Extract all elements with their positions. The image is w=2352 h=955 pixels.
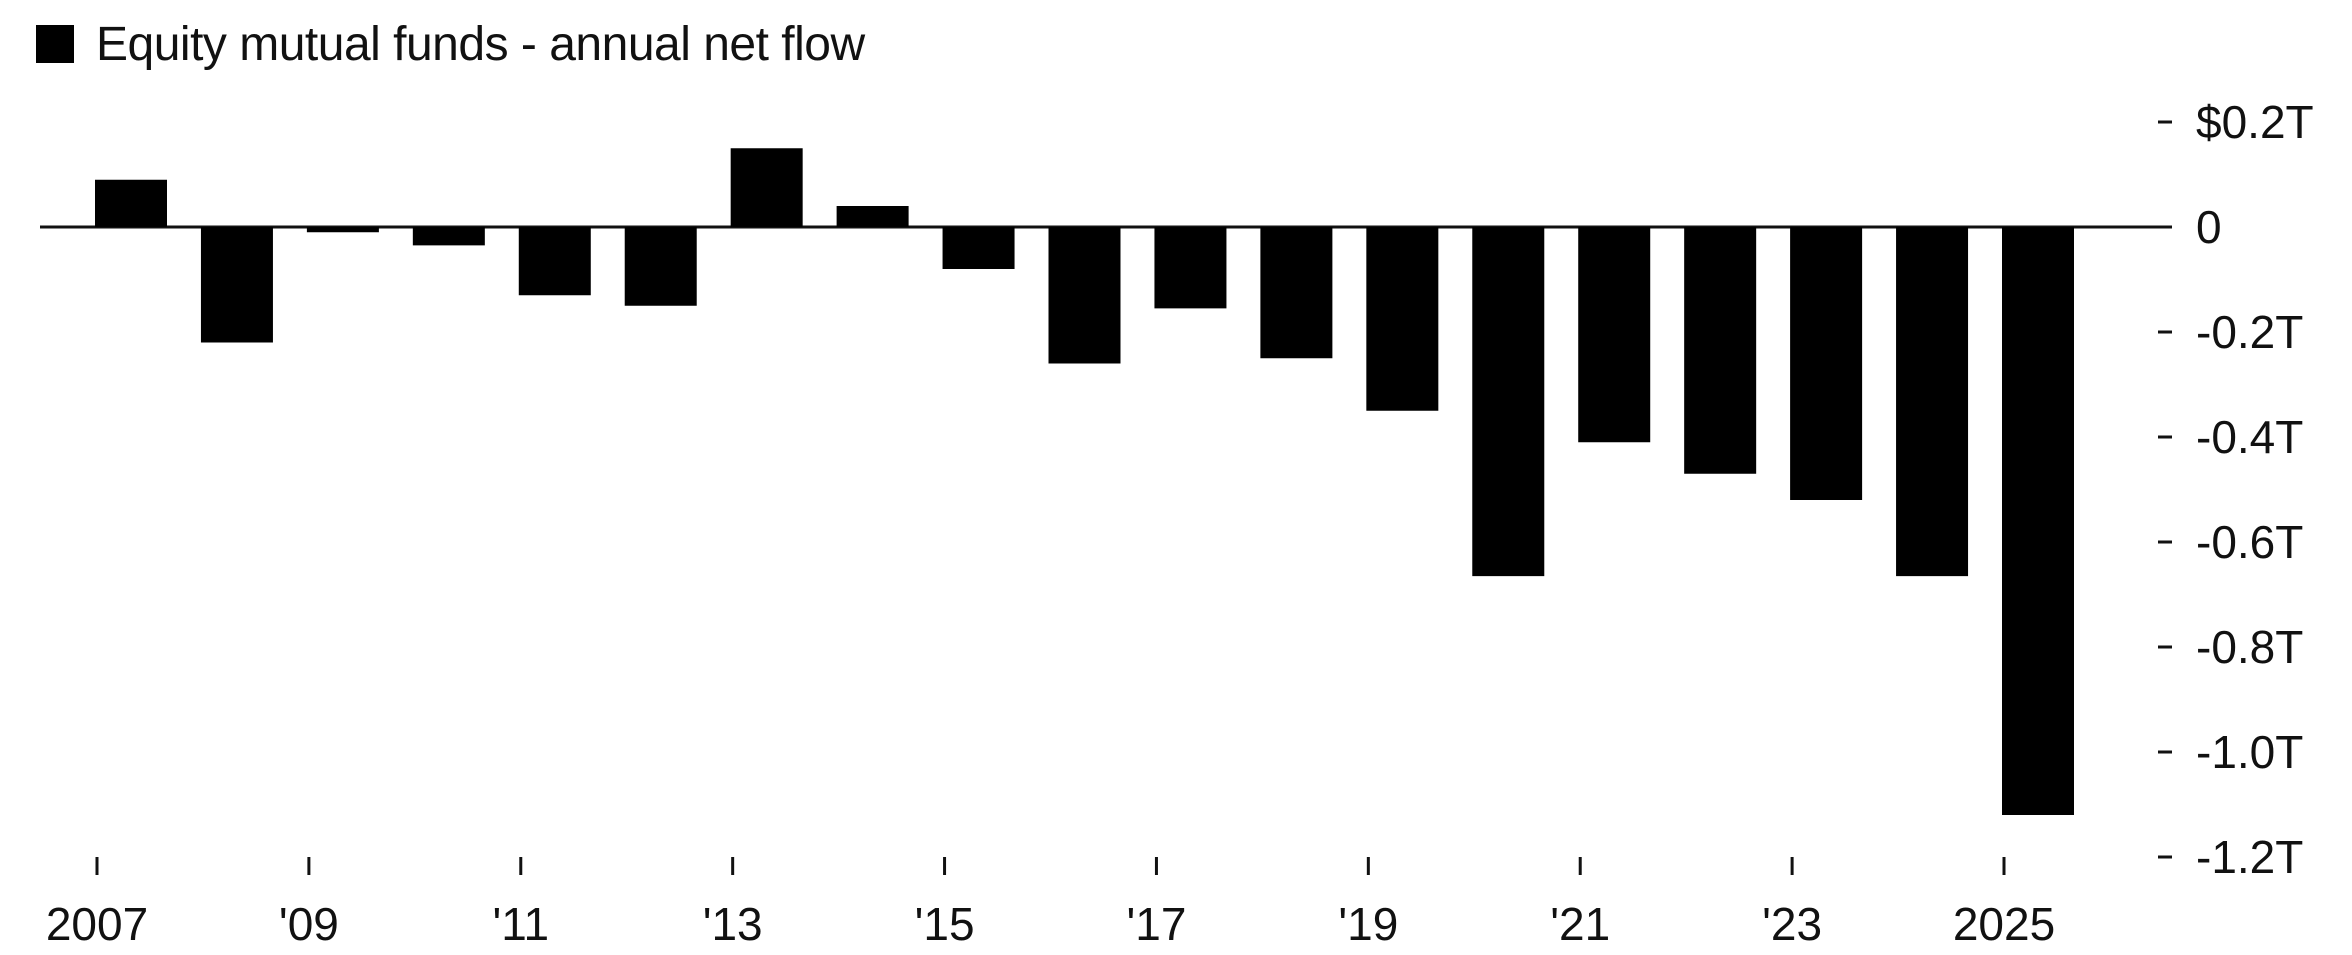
y-tick-label: -0.8T [2196, 621, 2303, 673]
y-tick-label: 0 [2196, 201, 2222, 253]
legend-swatch [36, 25, 74, 63]
x-tick-label: '11 [493, 898, 550, 950]
x-tick-label: 2007 [46, 898, 148, 950]
y-tick-label: -1.2T [2196, 831, 2303, 883]
bar-2008 [200, 227, 273, 343]
x-tick-label: '13 [703, 898, 763, 950]
bar-2012 [624, 227, 697, 306]
bar-2016 [1048, 227, 1121, 364]
bar-2021 [1578, 227, 1651, 443]
y-tick-label: $0.2T [2196, 96, 2314, 148]
bar-2025 [2002, 227, 2074, 815]
x-tick-label: '23 [1762, 898, 1822, 950]
x-tick-label: 2025 [1953, 898, 2055, 950]
bar-2019 [1366, 227, 1439, 411]
bar-2020 [1472, 227, 1545, 577]
legend: Equity mutual funds - annual net flow [36, 14, 865, 74]
bar-2024 [1896, 227, 1969, 577]
y-tick-label: -1.0T [2196, 726, 2303, 778]
bar-2011 [518, 227, 591, 296]
bar-2023 [1790, 227, 1863, 500]
bar-2017 [1154, 227, 1227, 309]
x-tick-label: '21 [1550, 898, 1610, 950]
x-tick-label: '15 [915, 898, 975, 950]
bar-2013 [730, 148, 803, 227]
y-tick-label: -0.4T [2196, 411, 2303, 463]
bar-2007 [95, 179, 167, 227]
bar-2022 [1684, 227, 1757, 474]
bar-2015 [942, 227, 1015, 269]
y-tick-label: -0.2T [2196, 306, 2303, 358]
x-tick-label: '19 [1338, 898, 1398, 950]
bar-2009 [306, 227, 379, 233]
legend-label: Equity mutual funds - annual net flow [96, 17, 865, 71]
bar-2014 [836, 206, 909, 227]
x-tick-label: '17 [1126, 898, 1186, 950]
x-tick-label: '09 [279, 898, 339, 950]
bar-2010 [412, 227, 485, 246]
y-tick-label: -0.6T [2196, 516, 2303, 568]
bar-2018 [1260, 227, 1333, 359]
